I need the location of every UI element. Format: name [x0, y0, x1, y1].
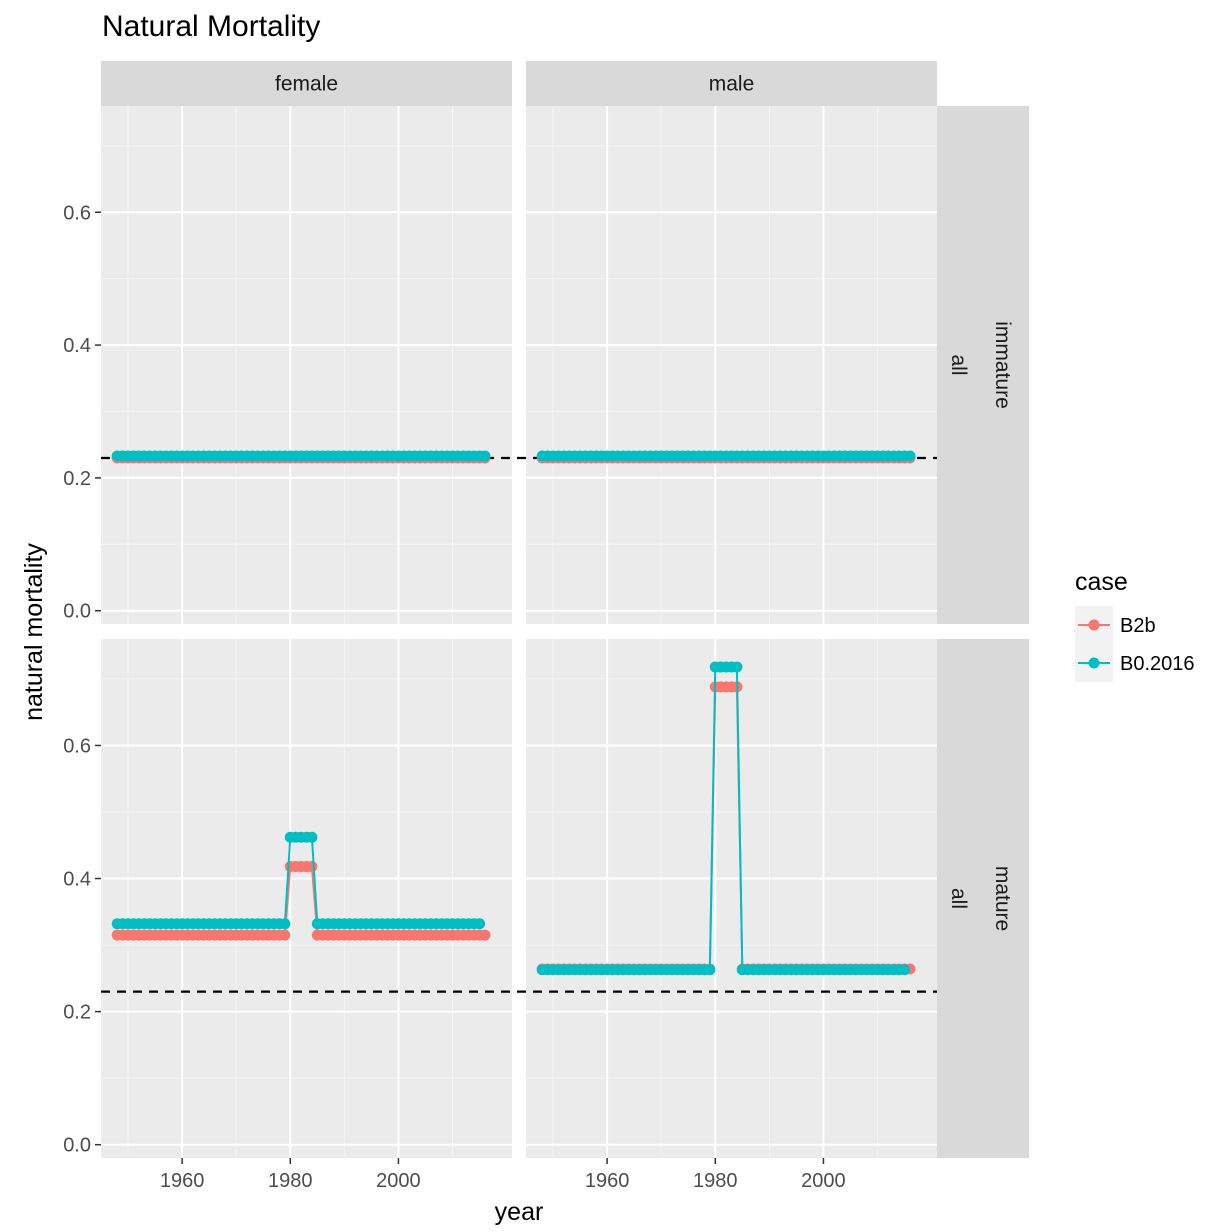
panel-background	[101, 106, 512, 624]
legend-key-point	[1088, 657, 1100, 669]
column-strip	[101, 61, 512, 106]
y-tick-label: 0.2	[63, 468, 91, 490]
legend: case B2b B0.2016	[1075, 568, 1195, 682]
strips-layer: female male immature all mature all	[101, 61, 1029, 1158]
data-point-B2b	[479, 929, 491, 941]
x-tick-label: 1960	[585, 1170, 630, 1192]
row-strip-label: immature	[991, 321, 1014, 409]
facet-series-female-mature	[111, 831, 491, 941]
row-strip-label: all	[947, 354, 970, 375]
x-axis-title: year	[495, 1198, 544, 1226]
facet-series-female-immature	[111, 450, 491, 464]
data-point-B0.2016	[474, 918, 486, 930]
x-tick-label: 1980	[268, 1170, 313, 1192]
panel-female-immature	[101, 106, 512, 624]
x-tick-label: 1980	[693, 1170, 738, 1192]
column-strip	[526, 61, 937, 106]
chart-title: Natural Mortality	[102, 10, 320, 43]
y-tick-label: 0.6	[63, 202, 91, 224]
y-tick-label: 0.0	[63, 601, 91, 623]
row-strip-label: all	[947, 888, 970, 909]
data-point-B0.2016	[904, 450, 916, 462]
panel-background	[526, 106, 937, 624]
panel-background	[526, 639, 937, 1158]
facet-series-male-immature	[536, 450, 916, 464]
y-tick-label: 0.4	[63, 335, 91, 357]
x-tick-label: 2000	[376, 1170, 421, 1192]
y-tick-label: 0.4	[63, 869, 91, 891]
row-strip	[937, 639, 1029, 1158]
data-point-B0.2016	[279, 918, 291, 930]
y-tick-label: 0.6	[63, 735, 91, 757]
data-point-B2b	[306, 861, 318, 873]
row-strip-label: mature	[991, 866, 1014, 931]
y-tick-label: 0.0	[63, 1135, 91, 1157]
row-strip	[937, 106, 1029, 624]
panel-male-mature	[526, 639, 937, 1158]
panels-layer	[101, 106, 937, 1158]
y-axis-title: natural mortality	[20, 543, 48, 721]
column-strip-label: male	[709, 73, 755, 96]
x-tick-label: 1960	[160, 1170, 205, 1192]
data-point-B0.2016	[306, 831, 318, 843]
facet-series-male-mature	[536, 661, 916, 976]
panel-background	[101, 639, 512, 1158]
x-tick-label: 2000	[801, 1170, 846, 1192]
legend-label: B2b	[1120, 615, 1156, 637]
panel-female-mature	[101, 639, 512, 1158]
data-point-B0.2016	[731, 661, 743, 673]
column-strip-label: female	[275, 73, 338, 96]
data-point-B0.2016	[479, 450, 491, 462]
legend-title: case	[1075, 568, 1128, 596]
data-point-B0.2016	[899, 964, 911, 976]
legend-key-point	[1088, 619, 1100, 631]
panel-male-immature	[526, 106, 937, 624]
axes-layer: 0.0 0.2 0.4 0.6 0.0 0.2 0.4 0.6 1960 1980 2000 1960…	[63, 202, 845, 1192]
y-tick-label: 0.2	[63, 1002, 91, 1024]
data-point-B0.2016	[704, 964, 716, 976]
data-point-B2b	[279, 929, 291, 941]
legend-label: B0.2016	[1120, 653, 1195, 675]
